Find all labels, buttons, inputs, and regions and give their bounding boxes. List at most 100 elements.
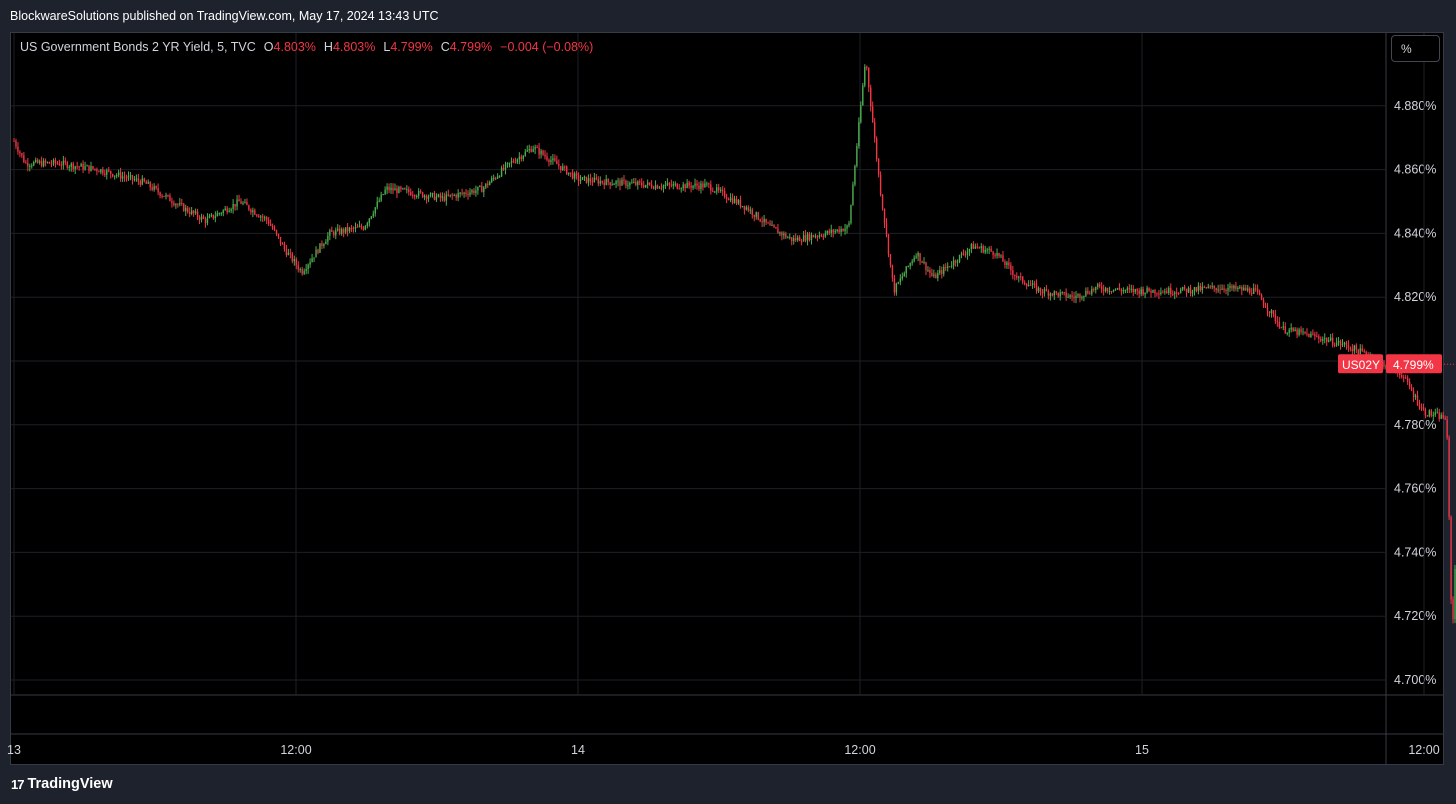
candle-body [431,193,434,195]
percent-scale-button[interactable]: % [1391,35,1440,62]
candle-body [84,166,86,170]
candle-body [329,230,331,236]
candle-body [96,169,98,172]
candle-body [672,184,675,186]
candle-body [1039,287,1042,293]
candle-body [771,225,773,227]
chart-frame[interactable] [10,32,1444,765]
candle-body [145,181,147,184]
candle-body [31,165,33,167]
candle-body [925,262,927,271]
candle-body [1288,329,1290,333]
candle-body [1179,289,1182,294]
candle-body [427,196,430,199]
candle-body [1215,288,1217,291]
candle-body [1270,310,1273,314]
candle-body [175,204,177,206]
candle-body [950,265,953,267]
candle-body [234,203,236,207]
candle-body [1432,414,1435,416]
candle-body [814,236,817,238]
candle-body [980,246,982,249]
candle-body [364,225,367,230]
candle-body [1047,291,1050,296]
candle-body [70,163,72,167]
candle-body [611,184,613,186]
candle-body [644,184,647,188]
candle-body [710,184,712,191]
candle-body [662,185,665,188]
candle-body [267,220,270,224]
candle-body [386,186,388,190]
candle-body [1195,287,1198,291]
candle-body [82,163,84,170]
candle-body [323,244,325,247]
legend-change: −0.004 (−0.08%) [500,40,594,54]
candle-body [637,181,639,185]
candle-body [112,174,114,177]
candle-body [285,248,288,255]
candle-body [1183,286,1186,289]
candle-body [690,185,692,188]
candle-body [1304,331,1306,334]
candle-body [566,166,568,175]
candle-body [868,67,870,88]
candle-body [1298,329,1300,335]
symbol-tag: US02Y [1342,358,1380,372]
candle-body [339,228,341,234]
candle-body [384,189,386,195]
candle-body [161,195,163,197]
candle-body [834,230,836,233]
candle-body [1235,285,1237,289]
candle-body [1132,288,1134,293]
candle-body [181,202,183,204]
candle-body [583,176,586,178]
candle-body [603,182,605,186]
candle-body [368,218,371,224]
candle-body [419,190,422,193]
tradingview-brand: TradingView [27,776,113,792]
candle-body [317,249,319,253]
candle-body [62,160,65,166]
candle-body [1055,291,1057,293]
candle-body [639,181,641,183]
candle-body [860,105,862,123]
candle-body [937,273,939,279]
candle-body [706,183,708,185]
candle-body [23,155,25,163]
candle-body [795,238,797,241]
candle-body [1290,327,1292,330]
candle-body [100,169,102,173]
candle-body [113,175,116,177]
candle-body [1152,289,1154,293]
candle-body [581,177,584,180]
candle-body [1016,276,1018,278]
candle-body [599,180,601,184]
candle-body [78,166,80,168]
candle-body [1191,291,1194,294]
candle-body [1166,291,1168,294]
candle-body [1276,321,1279,323]
candle-body [775,227,777,229]
y-axis-tick-label: 4.700% [1394,673,1436,687]
candle-body [1063,292,1065,294]
candle-body [273,228,276,231]
candle-body [1345,342,1348,346]
y-axis-tick-label: 4.780% [1394,418,1436,432]
candle-body [76,166,78,168]
candle-body [664,184,667,186]
candle-body [1065,292,1067,298]
candle-body [443,196,446,201]
candle-body [1444,418,1446,420]
candle-body [1061,292,1063,294]
candle-body [291,253,294,262]
candle-body [992,251,994,255]
candle-body [224,208,226,211]
tradingview-logo[interactable]: 17 TradingView [11,776,113,792]
candle-body [958,254,961,262]
candle-body [1442,414,1444,419]
candle-body [311,258,313,263]
candle-body [106,170,108,175]
candle-body [163,195,165,197]
